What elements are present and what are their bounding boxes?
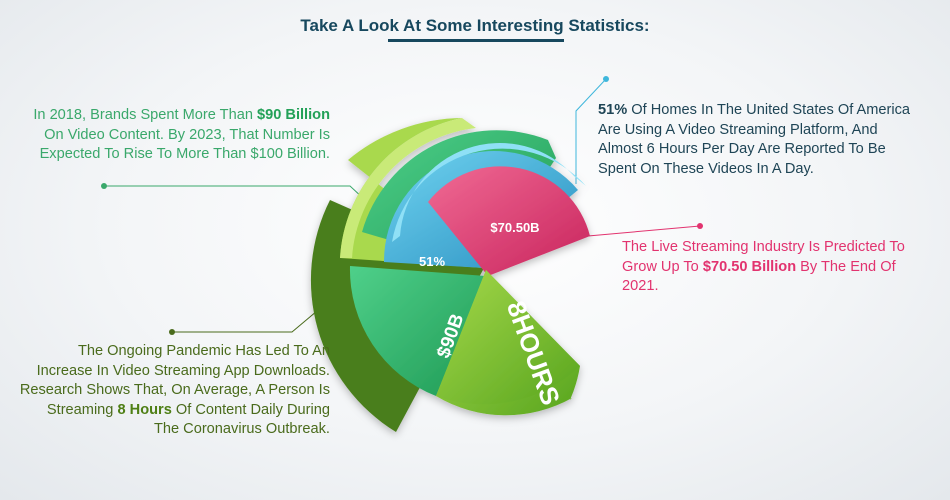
slice-label-pink: $70.50B: [490, 220, 539, 235]
callout-brands-pre: In 2018, Brands Spent More Than: [33, 107, 257, 123]
connector-homes: [575, 78, 607, 184]
callout-pandemic-post: Of Content Daily During The Coronavirus …: [153, 401, 330, 438]
callout-pandemic-bold: 8 Hours: [117, 401, 172, 418]
callout-live-streaming: The Live Streaming Industry Is Predicted…: [622, 238, 922, 297]
callout-brands-bold: $90 Billion: [257, 107, 330, 123]
lime-crescent-face: [340, 118, 476, 258]
lime-slice-main: [436, 270, 580, 405]
callout-live-pre: The Live Streaming Industry Is Predicted…: [622, 239, 905, 275]
callout-brands-post: On Video Content. By 2023, That Number I…: [39, 126, 330, 163]
page-title: Take A Look At Some Interesting Statisti…: [300, 16, 650, 35]
connector-pandemic-dot: [169, 329, 175, 335]
callout-pandemic-pre: The Ongoing Pandemic Has Led To An Incre…: [19, 343, 330, 418]
callout-homes-post: Of Homes In The United States Of America…: [598, 102, 911, 177]
callout-pandemic-downloads: The Ongoing Pandemic Has Led To An Incre…: [18, 342, 330, 440]
callout-live-post: By The End Of 2021.: [622, 258, 896, 295]
slice-label-blue: 51%: [419, 254, 445, 269]
title-underline: [388, 39, 564, 42]
green-slice: [349, 266, 486, 396]
callout-homes-bold: 51%: [598, 102, 628, 118]
callout-homes-streaming: 51% Of Homes In The United States Of Ame…: [598, 101, 918, 179]
connector-brands-dot: [101, 183, 107, 189]
callout-live-bold: $70.50 Billion: [702, 258, 797, 275]
connector-live-dot: [697, 223, 703, 229]
pink-slice: [428, 166, 590, 276]
connector-live: [587, 225, 701, 237]
connector-homes-dot: [603, 76, 609, 82]
callout-brands-spending: In 2018, Brands Spent More Than $90 Bill…: [18, 106, 330, 165]
pie-shapes: [310, 118, 590, 432]
